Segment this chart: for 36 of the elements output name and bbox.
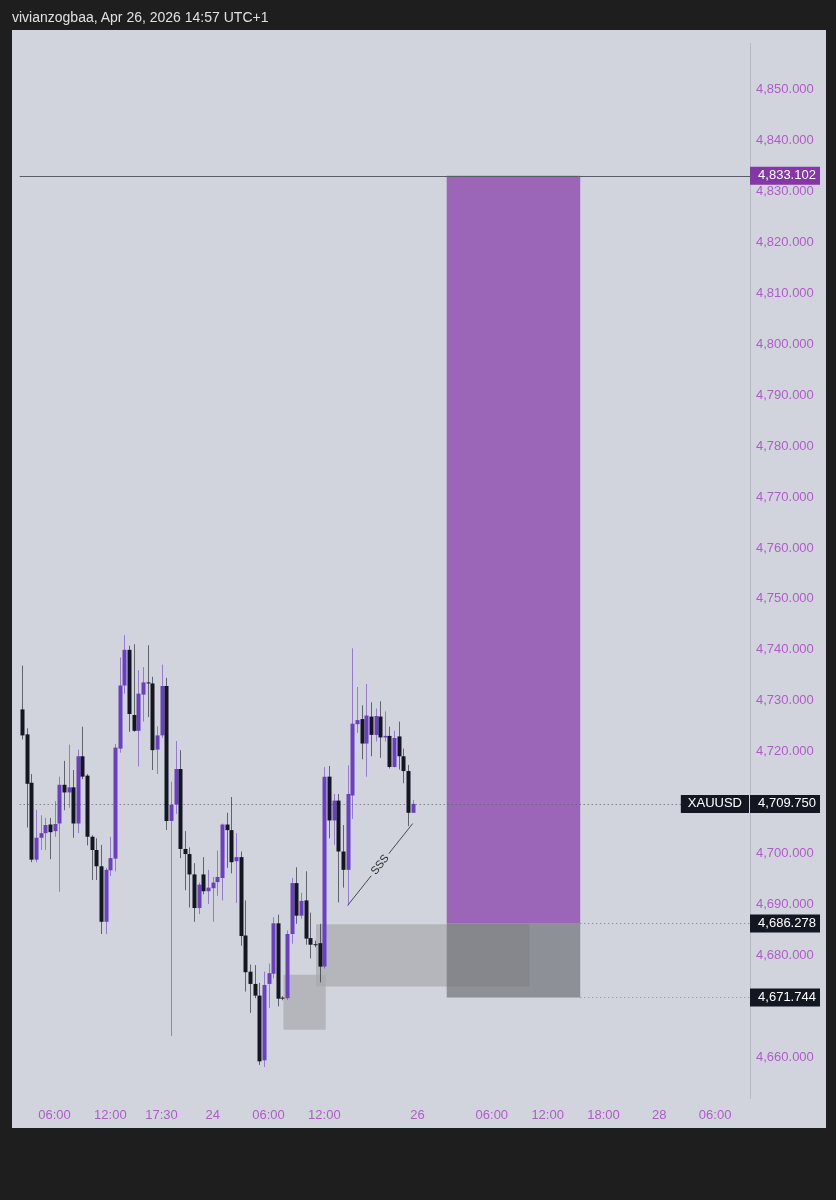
x-tick-label: 06:00 — [252, 1107, 285, 1123]
y-tick-label: 4,820.000 — [756, 234, 814, 249]
y-tick-label: 4,770.000 — [756, 488, 814, 504]
y-tick-label: 4,680.000 — [756, 946, 814, 962]
x-tick-label: 18:00 — [587, 1107, 620, 1123]
annotation: XAUUSD — [687, 795, 743, 811]
y-tick-label: 4,830.000 — [756, 183, 814, 199]
y-tick-label: 4,790.000 — [756, 386, 814, 402]
y-tick-label: 4,750.000 — [756, 590, 814, 606]
y-tick-label: 4,660.000 — [756, 1048, 814, 1064]
y-tick-label: 4,850.000 — [756, 81, 814, 97]
x-tick-label: 12:00 — [308, 1107, 341, 1123]
ref-line-label: 4,709.750 — [758, 795, 816, 811]
x-tick-label: 06:00 — [698, 1107, 732, 1123]
ref-line-label: 4,833.102 — [758, 167, 816, 183]
y-tick-label: 4,730.000 — [756, 692, 814, 708]
y-tick-label: 4,700.000 — [756, 845, 814, 861]
x-tick-label: 24 — [205, 1107, 220, 1123]
y-tick-label: 4,800.000 — [756, 335, 814, 351]
y-tick-label: 4,760.000 — [756, 539, 814, 555]
x-tick-label: 12:00 — [94, 1107, 127, 1123]
x-tick-label: 12:00 — [531, 1107, 564, 1123]
x-tick-label: 26 — [410, 1107, 425, 1123]
y-tick-label: 4,690.000 — [756, 896, 814, 912]
y-tick-label: 4,780.000 — [756, 437, 814, 453]
band-label: 4,671.744 — [758, 989, 816, 1005]
chart-title: vivianzogbaa, Apr 26, 2026 14:57 UTC+1 — [12, 9, 269, 25]
band-label: 4,686.278 — [758, 915, 816, 931]
x-tick-label: 17:30 — [145, 1107, 178, 1123]
y-tick-label: 4,810.000 — [756, 284, 814, 300]
y-tick-label: 4,840.000 — [756, 132, 814, 148]
x-tick-label: 06:00 — [38, 1107, 71, 1123]
y-tick-label: 4,740.000 — [756, 641, 814, 657]
x-tick-label: 06:00 — [475, 1107, 509, 1123]
y-tick-label: 4,720.000 — [756, 743, 814, 759]
x-tick-label: 28 — [652, 1107, 667, 1123]
